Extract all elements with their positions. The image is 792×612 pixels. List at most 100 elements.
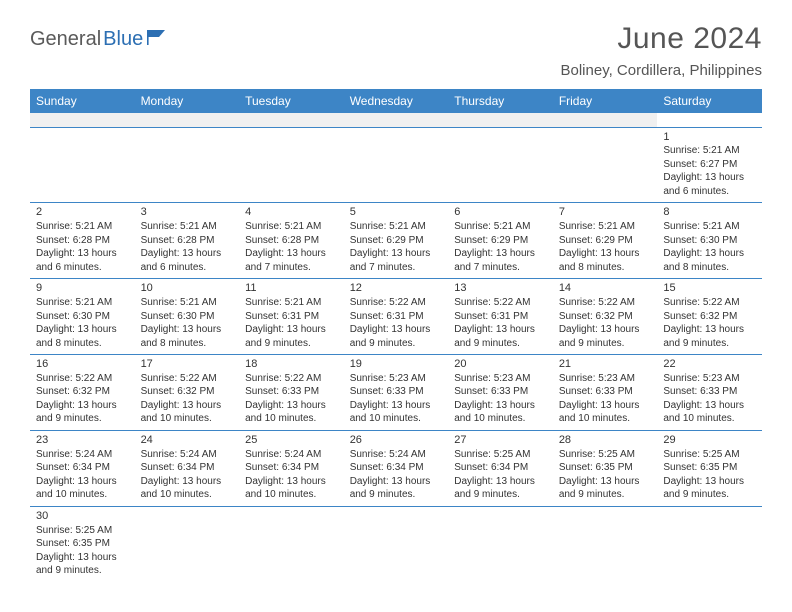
day-daylight2: and 10 minutes.	[663, 412, 756, 426]
day-daylight1: Daylight: 13 hours	[141, 475, 234, 489]
calendar-day-cell: 22Sunrise: 5:23 AMSunset: 6:33 PMDayligh…	[657, 355, 762, 431]
day-number: 21	[559, 357, 652, 372]
day-daylight2: and 7 minutes.	[350, 261, 443, 275]
day-daylight1: Daylight: 13 hours	[141, 323, 234, 337]
calendar-empty-cell	[448, 127, 553, 203]
day-number: 9	[36, 281, 129, 296]
day-daylight1: Daylight: 13 hours	[663, 247, 756, 261]
calendar-day-cell: 21Sunrise: 5:23 AMSunset: 6:33 PMDayligh…	[553, 355, 658, 431]
day-sunrise: Sunrise: 5:22 AM	[245, 372, 338, 386]
calendar-day-cell: 1Sunrise: 5:21 AMSunset: 6:27 PMDaylight…	[657, 127, 762, 203]
weekday-header: Saturday	[657, 89, 762, 113]
day-sunrise: Sunrise: 5:25 AM	[559, 448, 652, 462]
day-sunrise: Sunrise: 5:21 AM	[350, 220, 443, 234]
day-daylight1: Daylight: 13 hours	[36, 551, 129, 565]
day-daylight1: Daylight: 13 hours	[663, 475, 756, 489]
day-sunset: Sunset: 6:29 PM	[350, 234, 443, 248]
brand-text-blue: Blue	[103, 28, 143, 51]
calendar-day-cell: 11Sunrise: 5:21 AMSunset: 6:31 PMDayligh…	[239, 279, 344, 355]
day-sunset: Sunset: 6:30 PM	[36, 310, 129, 324]
day-sunrise: Sunrise: 5:21 AM	[245, 220, 338, 234]
day-sunset: Sunset: 6:33 PM	[559, 385, 652, 399]
day-sunset: Sunset: 6:34 PM	[141, 461, 234, 475]
day-number: 17	[141, 357, 234, 372]
calendar-day-cell: 10Sunrise: 5:21 AMSunset: 6:30 PMDayligh…	[135, 279, 240, 355]
day-sunrise: Sunrise: 5:22 AM	[454, 296, 547, 310]
day-sunrise: Sunrise: 5:23 AM	[454, 372, 547, 386]
calendar-day-cell: 12Sunrise: 5:22 AMSunset: 6:31 PMDayligh…	[344, 279, 449, 355]
day-sunset: Sunset: 6:33 PM	[663, 385, 756, 399]
day-number: 18	[245, 357, 338, 372]
day-daylight2: and 9 minutes.	[36, 564, 129, 578]
day-daylight2: and 8 minutes.	[559, 261, 652, 275]
day-number: 11	[245, 281, 338, 296]
calendar-day-cell: 5Sunrise: 5:21 AMSunset: 6:29 PMDaylight…	[344, 203, 449, 279]
day-sunrise: Sunrise: 5:21 AM	[663, 144, 756, 158]
calendar-empty-cell	[344, 506, 449, 581]
day-daylight2: and 10 minutes.	[245, 412, 338, 426]
day-daylight1: Daylight: 13 hours	[350, 475, 443, 489]
day-sunrise: Sunrise: 5:22 AM	[663, 296, 756, 310]
brand-text-general: General	[30, 28, 101, 51]
day-sunrise: Sunrise: 5:25 AM	[663, 448, 756, 462]
day-daylight1: Daylight: 13 hours	[454, 475, 547, 489]
day-number: 5	[350, 205, 443, 220]
calendar-day-cell: 9Sunrise: 5:21 AMSunset: 6:30 PMDaylight…	[30, 279, 135, 355]
calendar-header-row: Sunday Monday Tuesday Wednesday Thursday…	[30, 89, 762, 113]
day-sunrise: Sunrise: 5:25 AM	[36, 524, 129, 538]
day-daylight1: Daylight: 13 hours	[245, 323, 338, 337]
calendar-empty-cell	[344, 127, 449, 203]
day-daylight2: and 10 minutes.	[141, 488, 234, 502]
day-sunrise: Sunrise: 5:21 AM	[141, 220, 234, 234]
day-number: 20	[454, 357, 547, 372]
calendar-day-cell: 6Sunrise: 5:21 AMSunset: 6:29 PMDaylight…	[448, 203, 553, 279]
day-sunset: Sunset: 6:33 PM	[454, 385, 547, 399]
day-daylight2: and 8 minutes.	[141, 337, 234, 351]
day-sunset: Sunset: 6:34 PM	[36, 461, 129, 475]
day-sunset: Sunset: 6:33 PM	[245, 385, 338, 399]
calendar-empty-cell	[239, 127, 344, 203]
day-number: 8	[663, 205, 756, 220]
day-number: 24	[141, 433, 234, 448]
day-sunset: Sunset: 6:30 PM	[663, 234, 756, 248]
calendar-day-cell: 16Sunrise: 5:22 AMSunset: 6:32 PMDayligh…	[30, 355, 135, 431]
brand-flag-icon	[147, 28, 169, 51]
day-number: 25	[245, 433, 338, 448]
day-daylight2: and 9 minutes.	[454, 488, 547, 502]
day-sunrise: Sunrise: 5:22 AM	[559, 296, 652, 310]
day-sunset: Sunset: 6:31 PM	[245, 310, 338, 324]
calendar-day-cell: 7Sunrise: 5:21 AMSunset: 6:29 PMDaylight…	[553, 203, 658, 279]
day-sunset: Sunset: 6:34 PM	[245, 461, 338, 475]
calendar-filler-cell	[553, 113, 658, 127]
day-daylight1: Daylight: 13 hours	[454, 323, 547, 337]
calendar-day-cell: 4Sunrise: 5:21 AMSunset: 6:28 PMDaylight…	[239, 203, 344, 279]
calendar-empty-cell	[657, 506, 762, 581]
calendar-day-cell: 26Sunrise: 5:24 AMSunset: 6:34 PMDayligh…	[344, 430, 449, 506]
calendar-row: 16Sunrise: 5:22 AMSunset: 6:32 PMDayligh…	[30, 355, 762, 431]
day-sunset: Sunset: 6:32 PM	[663, 310, 756, 324]
location-text: Boliney, Cordillera, Philippines	[561, 62, 763, 79]
weekday-header: Friday	[553, 89, 658, 113]
day-number: 2	[36, 205, 129, 220]
day-daylight1: Daylight: 13 hours	[350, 399, 443, 413]
day-daylight2: and 6 minutes.	[141, 261, 234, 275]
day-sunrise: Sunrise: 5:21 AM	[454, 220, 547, 234]
day-sunset: Sunset: 6:30 PM	[141, 310, 234, 324]
weekday-header: Wednesday	[344, 89, 449, 113]
weekday-header: Sunday	[30, 89, 135, 113]
day-daylight2: and 8 minutes.	[663, 261, 756, 275]
calendar-day-cell: 14Sunrise: 5:22 AMSunset: 6:32 PMDayligh…	[553, 279, 658, 355]
calendar-day-cell: 8Sunrise: 5:21 AMSunset: 6:30 PMDaylight…	[657, 203, 762, 279]
day-daylight1: Daylight: 13 hours	[36, 323, 129, 337]
day-daylight1: Daylight: 13 hours	[350, 323, 443, 337]
day-daylight2: and 10 minutes.	[245, 488, 338, 502]
calendar-day-cell: 2Sunrise: 5:21 AMSunset: 6:28 PMDaylight…	[30, 203, 135, 279]
day-sunrise: Sunrise: 5:23 AM	[559, 372, 652, 386]
calendar-day-cell: 24Sunrise: 5:24 AMSunset: 6:34 PMDayligh…	[135, 430, 240, 506]
day-sunset: Sunset: 6:29 PM	[454, 234, 547, 248]
day-sunset: Sunset: 6:34 PM	[350, 461, 443, 475]
calendar-filler-cell	[135, 113, 240, 127]
calendar-page: General Blue June 2024 Boliney, Cordille…	[0, 0, 792, 592]
day-daylight2: and 9 minutes.	[454, 337, 547, 351]
calendar-filler-cell	[448, 113, 553, 127]
